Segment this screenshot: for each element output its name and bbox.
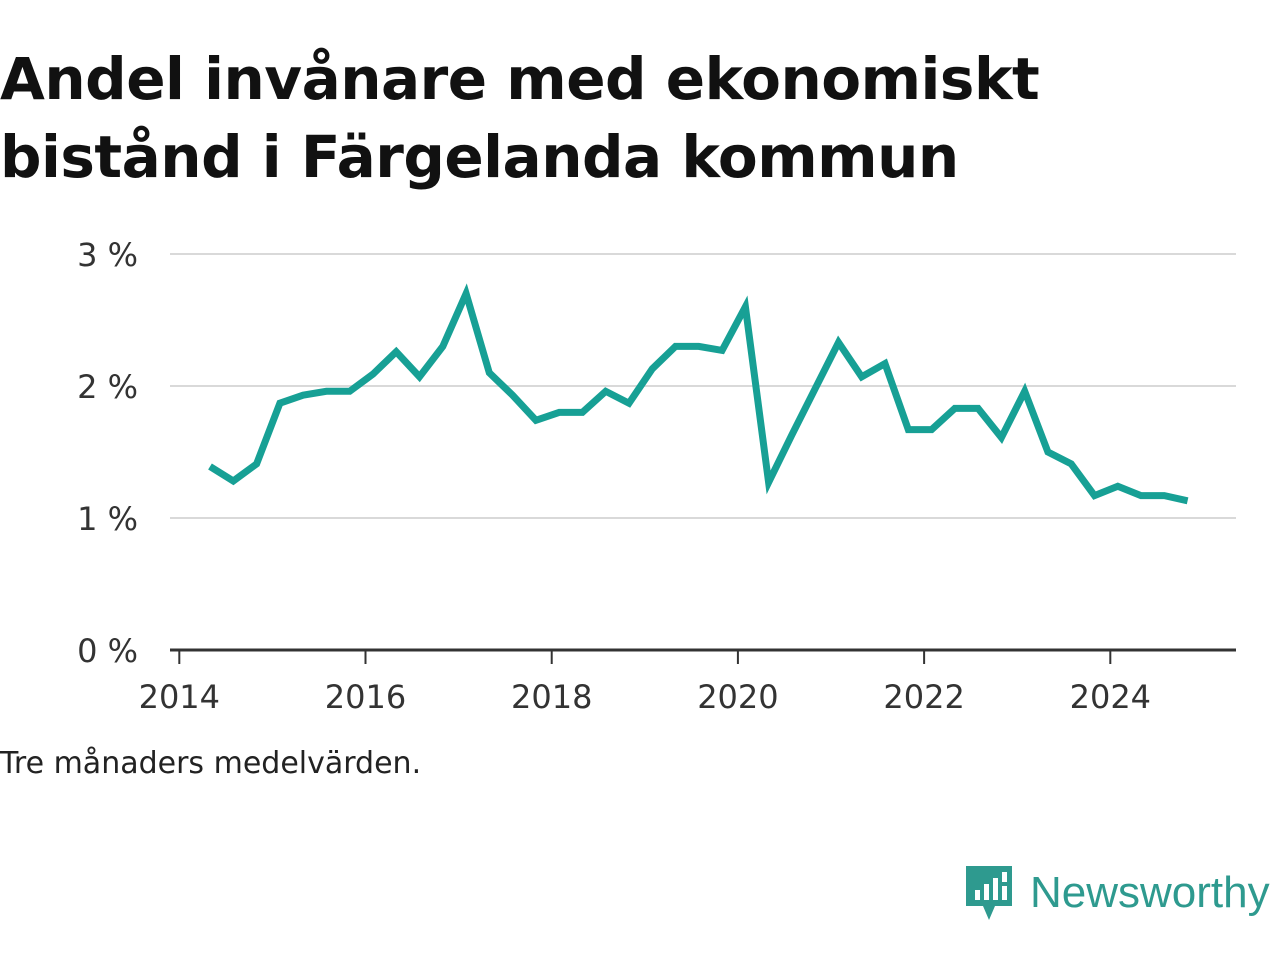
x-tick-label: 2024 — [1070, 678, 1151, 716]
line-chart: 0 % 1 % 2 % 3 % 2014 2016 2018 2020 2022 2024 — [77, 236, 1236, 716]
brand-name: Newsworthy — [1030, 868, 1270, 917]
x-tick-label: 2014 — [139, 678, 220, 716]
chart-note: Tre månaders medelvärden. — [0, 746, 422, 781]
y-tick-label: 3 % — [77, 236, 138, 274]
y-tick-label: 2 % — [77, 368, 138, 406]
y-axis: 0 % 1 % 2 % 3 % — [77, 236, 138, 670]
x-axis: 2014 2016 2018 2020 2022 2024 — [139, 650, 1151, 716]
brand: Newsworthy — [962, 862, 1270, 924]
x-tick-label: 2022 — [883, 678, 964, 716]
x-tick-label: 2016 — [325, 678, 406, 716]
y-tick-label: 0 % — [77, 632, 138, 670]
x-tick-label: 2020 — [697, 678, 778, 716]
gridlines — [170, 253, 1236, 519]
x-tick-label: 2018 — [511, 678, 592, 716]
y-tick-label: 1 % — [77, 500, 138, 538]
series-line — [208, 283, 1189, 505]
newsworthy-logo-icon — [966, 866, 1012, 920]
chart-title: Andel invånare med ekonomiskt bistånd i … — [0, 45, 1040, 191]
plot-area — [208, 283, 1189, 505]
